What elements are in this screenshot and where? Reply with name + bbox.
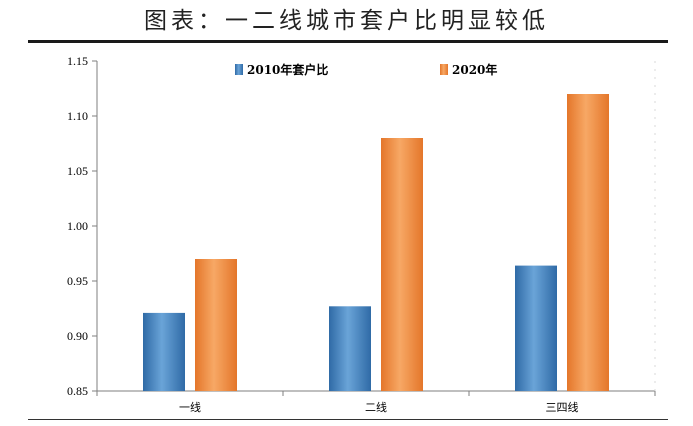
y-tick-label: 0.95 (67, 274, 88, 288)
title-rule (28, 40, 668, 43)
x-category-label: 二线 (365, 400, 387, 414)
y-tick-label: 1.00 (67, 219, 88, 233)
bar-2020-1 (381, 138, 423, 391)
chart-axes (92, 60, 656, 396)
bottom-rule (28, 419, 668, 420)
bar-2020-0 (195, 259, 237, 391)
x-category-label: 三四线 (546, 400, 579, 414)
chart-legend: 2010年套户比 2020年 (235, 62, 497, 77)
bar-2010-2 (515, 265, 557, 391)
y-tick-label: 1.10 (67, 109, 88, 123)
bar-2020-2 (567, 94, 609, 391)
legend-swatch-1 (440, 64, 448, 75)
x-category-label: 一线 (179, 400, 201, 414)
bar-2010-0 (143, 312, 185, 391)
y-tick-label: 0.90 (67, 329, 88, 343)
y-tick-label: 0.85 (67, 384, 88, 398)
chart-title: 图表：一二线城市套户比明显较低 (144, 8, 549, 34)
legend-label-0: 2010年套户比 (247, 62, 328, 77)
y-tick-label: 1.15 (67, 54, 88, 68)
y-tick-label: 1.05 (67, 164, 88, 178)
legend-label-1: 2020年 (452, 62, 497, 77)
bar-2010-1 (329, 306, 371, 391)
chart-labels: 0.85 0.90 0.95 1.00 1.05 1.10 1.15 一线 二线 三四线 (67, 54, 579, 414)
chart-bars (143, 94, 609, 391)
legend-swatch-0 (235, 64, 243, 75)
